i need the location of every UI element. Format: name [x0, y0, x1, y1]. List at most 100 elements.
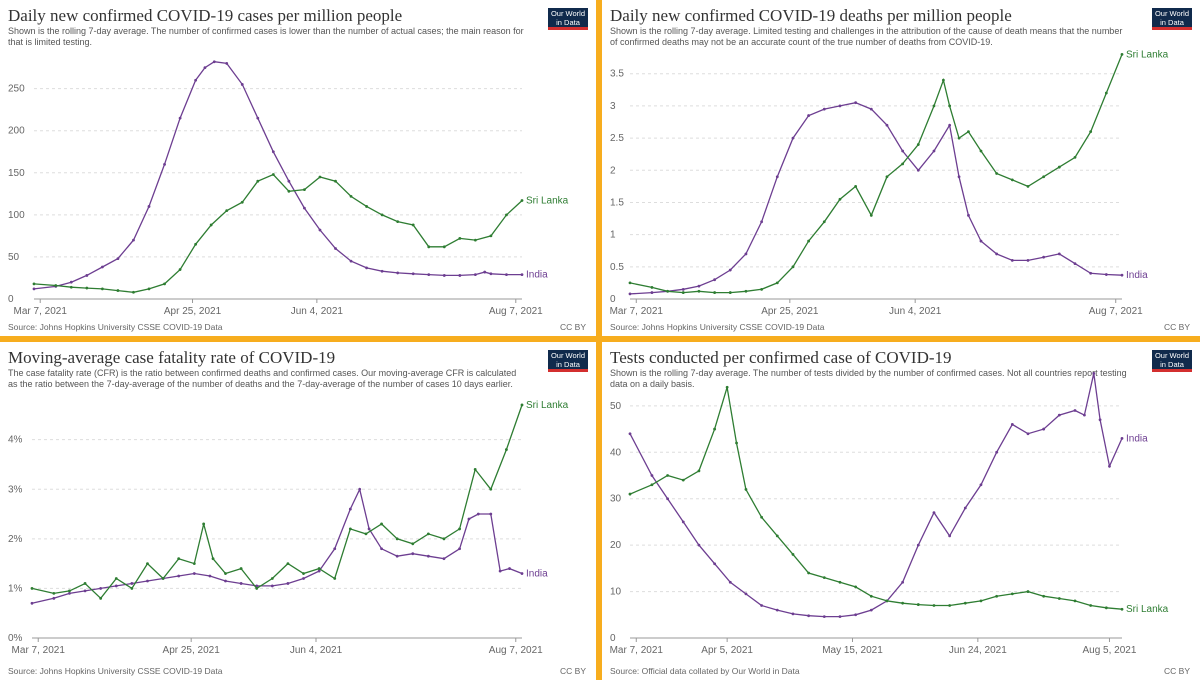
data-point[interactable] [967, 213, 970, 217]
data-point[interactable] [225, 62, 229, 65]
data-point[interactable] [114, 577, 118, 580]
data-point[interactable] [1042, 175, 1046, 179]
data-point[interactable] [963, 601, 967, 605]
data-point[interactable] [869, 213, 873, 217]
data-point[interactable] [1120, 607, 1124, 611]
data-point[interactable] [681, 291, 685, 294]
data-point[interactable] [489, 487, 493, 491]
data-point[interactable] [995, 252, 999, 256]
data-point[interactable] [83, 582, 87, 585]
data-point[interactable] [725, 385, 729, 389]
data-point[interactable] [681, 478, 685, 482]
data-point[interactable] [302, 577, 305, 580]
data-point[interactable] [854, 184, 858, 188]
data-point[interactable] [30, 587, 34, 590]
data-point[interactable] [979, 239, 983, 243]
data-point[interactable] [146, 562, 149, 566]
chart-license[interactable]: CC BY [1164, 322, 1190, 332]
data-point[interactable] [1026, 258, 1030, 262]
chart-license[interactable]: CC BY [560, 322, 586, 332]
data-point[interactable] [932, 511, 936, 515]
series-line-india[interactable] [629, 373, 1123, 618]
data-point[interactable] [458, 237, 462, 240]
data-point[interactable] [194, 242, 198, 246]
data-point[interactable] [458, 547, 461, 551]
data-point[interactable] [791, 612, 795, 616]
plot-area[interactable]: 0% 1% 2% 3% 4% Mar 7, 2021 Apr 25, 2021 Jun 4, … [0, 342, 596, 680]
data-point[interactable] [791, 265, 795, 269]
data-point[interactable] [504, 448, 508, 451]
chart-source[interactable]: Source: Johns Hopkins University CSSE CO… [8, 666, 223, 676]
data-point[interactable] [735, 441, 738, 445]
data-point[interactable] [1120, 436, 1124, 440]
data-point[interactable] [163, 162, 166, 166]
data-point[interactable] [287, 179, 291, 183]
data-point[interactable] [1057, 413, 1061, 417]
data-point[interactable] [303, 206, 306, 210]
data-point[interactable] [132, 238, 135, 242]
data-point[interactable] [114, 584, 118, 588]
data-point[interactable] [489, 234, 493, 238]
data-point[interactable] [83, 589, 87, 593]
data-point[interactable] [271, 173, 275, 176]
data-point[interactable] [483, 270, 487, 274]
data-point[interactable] [967, 130, 970, 134]
data-point[interactable] [240, 200, 244, 204]
data-point[interactable] [885, 175, 889, 179]
series-line-sri-lanka[interactable] [31, 404, 523, 600]
data-point[interactable] [979, 599, 983, 603]
data-point[interactable] [116, 257, 120, 261]
data-point[interactable] [1120, 53, 1124, 56]
data-point[interactable] [744, 488, 748, 491]
data-point[interactable] [99, 587, 103, 590]
data-point[interactable] [901, 601, 905, 605]
data-point[interactable] [458, 527, 461, 531]
data-point[interactable] [256, 179, 260, 183]
data-point[interactable] [224, 572, 227, 575]
data-point[interactable] [838, 104, 842, 108]
data-point[interactable] [941, 78, 945, 82]
data-point[interactable] [520, 403, 524, 407]
series-label[interactable]: India [1126, 433, 1148, 444]
data-point[interactable] [744, 289, 748, 293]
data-point[interactable] [838, 615, 842, 619]
data-point[interactable] [380, 213, 384, 217]
data-point[interactable] [822, 576, 826, 580]
data-point[interactable] [697, 289, 701, 293]
series-line-sri-lanka[interactable] [629, 54, 1123, 294]
data-point[interactable] [178, 268, 182, 271]
data-point[interactable] [963, 506, 967, 510]
data-point[interactable] [411, 223, 415, 227]
data-point[interactable] [349, 259, 353, 263]
data-point[interactable] [333, 547, 337, 551]
series-label[interactable]: Sri Lanka [1126, 49, 1169, 60]
data-point[interactable] [979, 149, 983, 153]
series-label[interactable]: Sri Lanka [1126, 604, 1169, 615]
data-point[interactable] [100, 287, 104, 291]
series-label[interactable]: India [1126, 270, 1148, 281]
data-point[interactable] [650, 286, 654, 289]
data-point[interactable] [1104, 273, 1108, 276]
data-point[interactable] [822, 107, 826, 111]
data-point[interactable] [728, 268, 732, 272]
data-point[interactable] [854, 613, 858, 617]
data-point[interactable] [203, 66, 207, 70]
data-point[interactable] [1089, 604, 1093, 607]
data-point[interactable] [869, 608, 873, 612]
data-point[interactable] [334, 247, 337, 250]
data-point[interactable] [932, 604, 936, 607]
data-point[interactable] [666, 474, 670, 477]
data-point[interactable] [916, 543, 920, 547]
data-point[interactable] [807, 239, 811, 243]
data-point[interactable] [442, 537, 446, 541]
data-point[interactable] [916, 168, 920, 172]
data-point[interactable] [1073, 262, 1077, 266]
data-point[interactable] [713, 278, 717, 282]
data-point[interactable] [932, 104, 936, 108]
series-label[interactable]: India [526, 270, 548, 281]
data-point[interactable] [1057, 252, 1061, 256]
data-point[interactable] [146, 579, 149, 583]
data-point[interactable] [807, 614, 811, 618]
data-point[interactable] [1082, 413, 1086, 417]
data-point[interactable] [161, 577, 165, 580]
